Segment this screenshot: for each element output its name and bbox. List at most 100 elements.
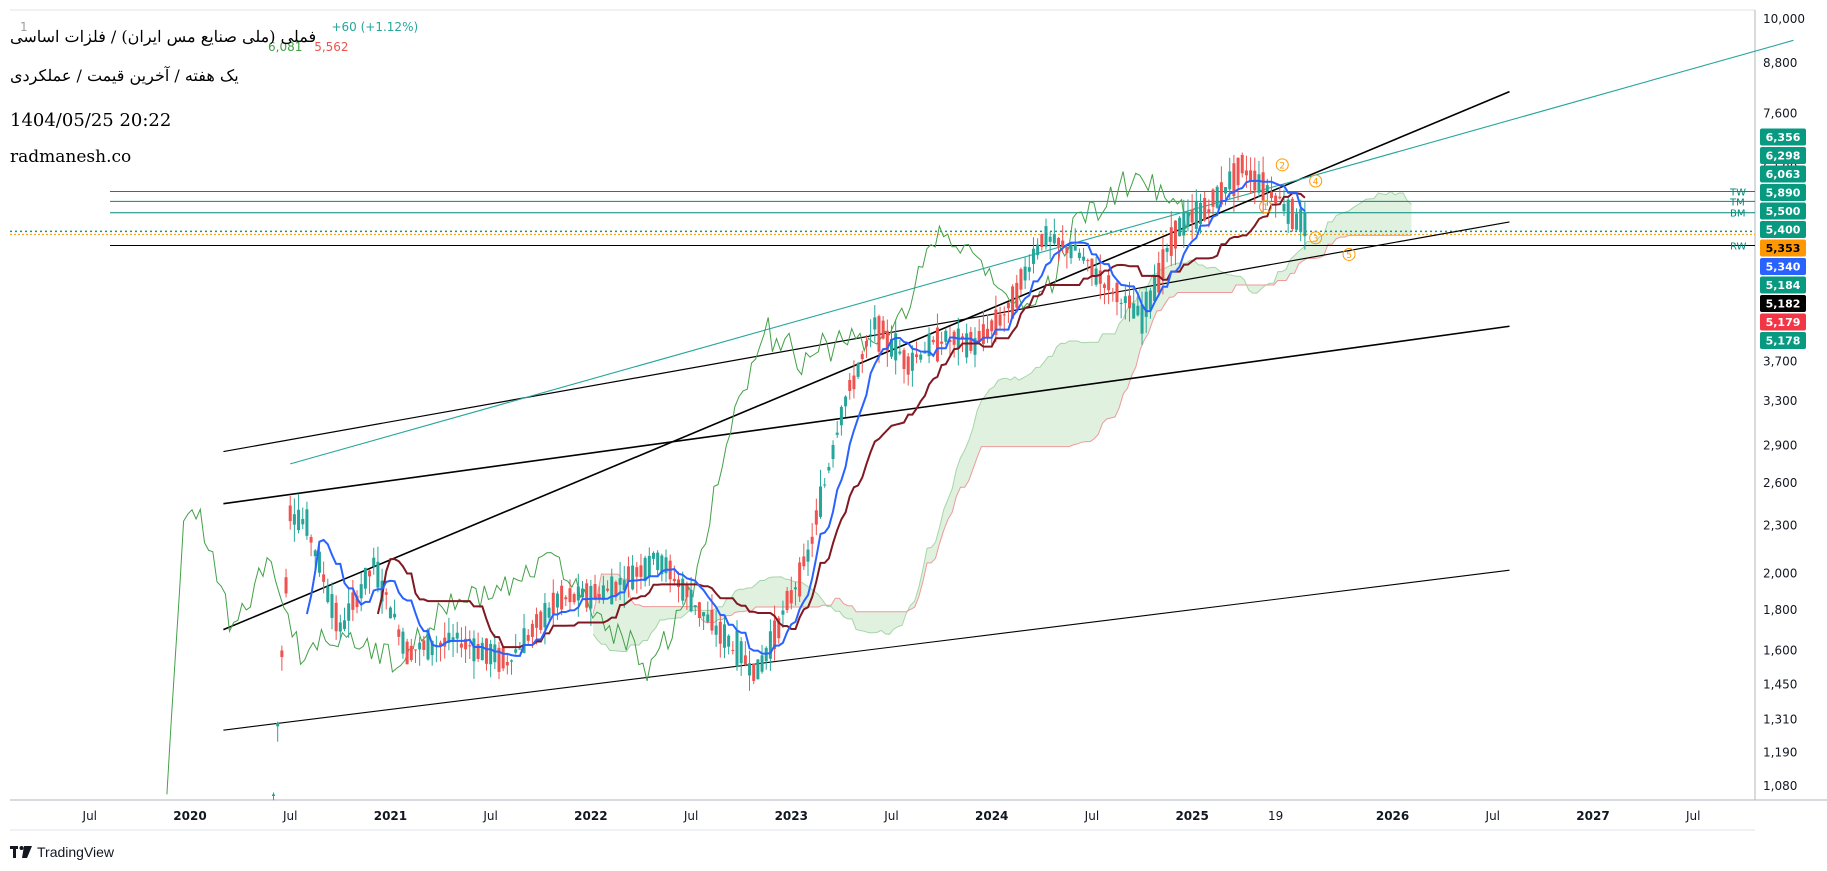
candle-body	[1023, 266, 1027, 281]
x-tick-label: Jul	[1685, 809, 1700, 823]
candle-body	[1161, 249, 1165, 279]
wave-label: 5	[1346, 251, 1352, 261]
candle-body	[514, 649, 518, 653]
candle-body	[1019, 269, 1023, 290]
candle-body	[994, 309, 998, 335]
price-tag-label: 6,063	[1766, 168, 1801, 181]
candle-body	[977, 330, 981, 342]
candle-body	[1232, 163, 1236, 197]
x-tick-label: 2021	[374, 809, 407, 823]
candle-body	[568, 588, 572, 603]
candle-body	[272, 794, 276, 797]
candle-body	[338, 622, 342, 632]
candle-body	[869, 334, 873, 336]
candle-body	[1048, 236, 1052, 242]
candle-body	[464, 638, 468, 650]
price-tag	[1760, 332, 1806, 349]
candle-body	[305, 509, 309, 536]
candle-body	[472, 638, 476, 662]
candle-body	[777, 618, 781, 639]
price-tag-label: 5,353	[1766, 242, 1801, 255]
tradingview-logo[interactable]: TradingView	[10, 844, 114, 860]
candle-body	[697, 602, 701, 618]
price-tag-label: 5,400	[1766, 224, 1801, 237]
x-tick-label: Jul	[883, 809, 898, 823]
x-tick-label: Jul	[482, 809, 497, 823]
y-tick-label: 1,190	[1763, 746, 1797, 760]
candle-body	[1203, 197, 1207, 221]
chikou-span-line	[166, 171, 1199, 795]
candle-body	[1148, 290, 1152, 310]
candle-body	[618, 578, 622, 585]
price-tag	[1760, 276, 1806, 294]
candle-body	[631, 565, 635, 590]
y-tick-label: 2,600	[1763, 476, 1797, 490]
candle-body	[543, 603, 547, 628]
candle-body	[1269, 191, 1273, 198]
candle-body	[1086, 259, 1090, 261]
candle-body	[1073, 244, 1077, 251]
wave-label-circle	[1275, 158, 1289, 172]
candle-body	[555, 593, 559, 608]
price-tag	[1760, 221, 1806, 238]
indicator-value-2: 5,562	[314, 40, 349, 54]
candle-body	[877, 316, 881, 352]
candle-body	[894, 333, 898, 361]
time-axis[interactable]: Jul 2020 Jul 2021 Jul 2022 Jul 2023 Jul 2024 Jul 20…	[82, 809, 1701, 823]
candle-body	[510, 660, 514, 662]
candle-body	[276, 722, 280, 727]
level-label: TM	[1729, 197, 1745, 208]
candle-body	[656, 552, 660, 571]
price-tag-label: 6,356	[1766, 131, 1801, 144]
chart-title: فملی (ملی صنایع مس ایران) / فلزات اساسی	[10, 27, 317, 46]
candle-body	[317, 551, 321, 573]
candle-body	[873, 317, 877, 330]
candle-body	[1036, 244, 1040, 256]
price-tag-label: 5,184	[1766, 279, 1801, 292]
candle-body	[585, 583, 589, 608]
candle-body	[597, 594, 601, 598]
candle-body	[647, 555, 651, 577]
candle-body	[635, 567, 639, 577]
candle-body	[651, 552, 655, 559]
candle-body	[418, 642, 422, 650]
candle-body	[551, 592, 555, 615]
candle-body	[1119, 302, 1123, 304]
price-tag	[1760, 239, 1806, 257]
candle-body	[743, 655, 747, 665]
x-tick-label: Jul	[282, 809, 297, 823]
candle-body	[297, 509, 301, 531]
candle-body	[1265, 185, 1269, 192]
candle-body	[664, 557, 668, 574]
price-axis[interactable]: 10,0008,8007,6006,5005,7003,7003,3002,90…	[1763, 12, 1805, 793]
candle-body	[864, 341, 868, 347]
y-tick-label: 1,310	[1763, 712, 1797, 726]
price-tag-label: 5,182	[1766, 298, 1801, 311]
candle-body	[831, 444, 835, 460]
price-tag	[1760, 258, 1806, 275]
level-label: TW	[1729, 187, 1746, 198]
candle-body	[1219, 182, 1223, 205]
cloud-fill	[593, 191, 1412, 652]
candle-body	[852, 375, 856, 390]
price-tag-label: 5,179	[1766, 316, 1801, 329]
candle-body	[564, 597, 568, 600]
candle-body	[334, 602, 338, 632]
candle-body	[802, 556, 806, 567]
candle-body	[530, 623, 534, 637]
candle-body	[1132, 303, 1136, 319]
candle-body	[593, 584, 597, 600]
candle-body	[1090, 258, 1094, 276]
indicator-value-1: 6,081	[268, 40, 303, 54]
candle-body	[823, 484, 827, 486]
y-tick-label: 10,000	[1763, 12, 1805, 26]
candle-body	[430, 640, 434, 656]
candle-body	[689, 589, 693, 612]
candle-body	[288, 505, 292, 522]
candle-body	[1115, 282, 1119, 303]
candle-body	[1061, 240, 1065, 247]
candle-body	[1278, 196, 1282, 199]
candle-body	[326, 586, 330, 603]
candle-body	[368, 570, 372, 577]
